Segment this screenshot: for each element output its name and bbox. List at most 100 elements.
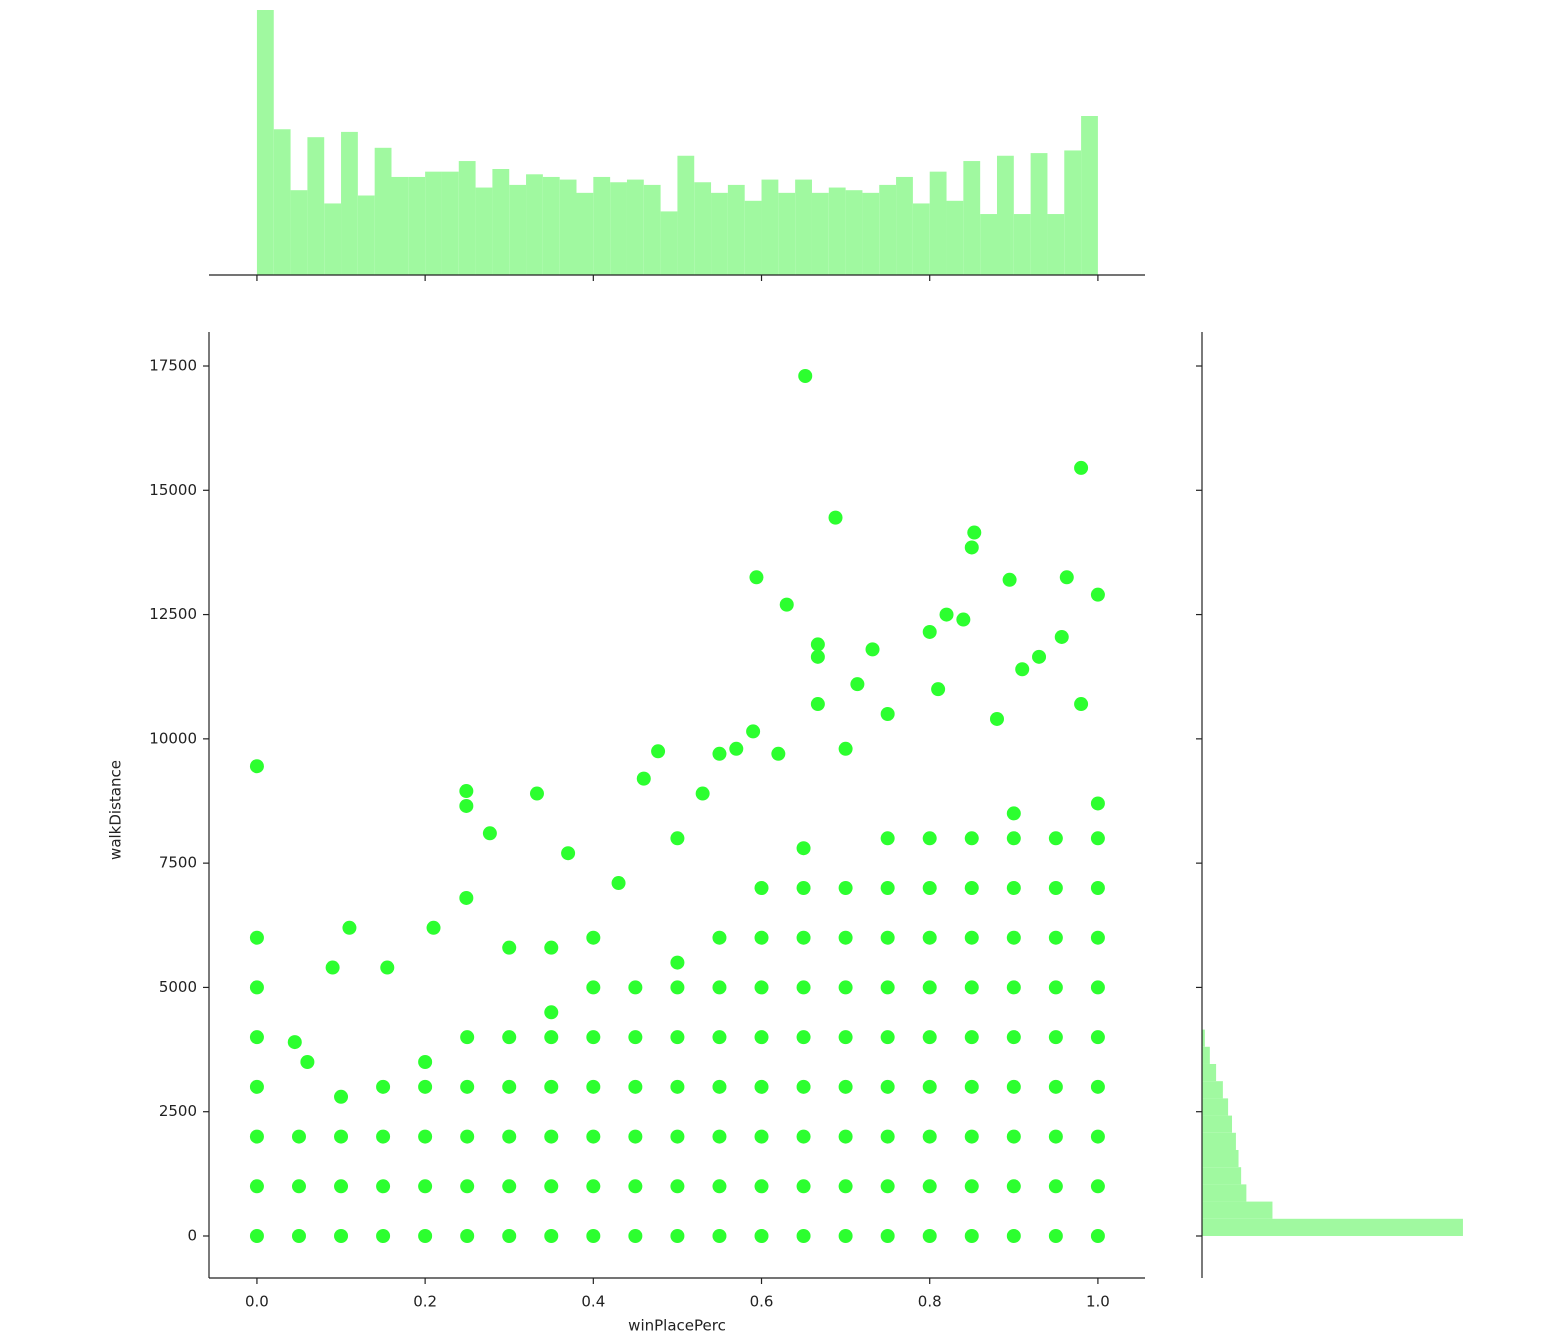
scatter-point xyxy=(922,930,937,945)
scatter-point xyxy=(796,930,811,945)
scatter-point xyxy=(838,1179,853,1194)
scatter-point xyxy=(964,930,979,945)
hist-bar xyxy=(980,214,997,275)
scatter-point xyxy=(249,930,264,945)
scatter-point xyxy=(931,682,946,697)
scatter-point xyxy=(922,1079,937,1094)
hist-bar xyxy=(526,174,543,275)
hist-bar xyxy=(290,190,308,275)
hist-bar xyxy=(1081,116,1098,275)
scatter-point xyxy=(334,1179,349,1194)
scatter-point xyxy=(880,1079,895,1094)
scatter-point xyxy=(586,1129,601,1144)
scatter-point xyxy=(300,1054,315,1069)
scatter-point xyxy=(1006,1030,1021,1045)
hist-bar xyxy=(1202,1029,1205,1047)
scatter-point xyxy=(712,1079,727,1094)
scatter-point xyxy=(1006,980,1021,995)
scatter-point xyxy=(670,1179,685,1194)
hist-bar xyxy=(660,211,678,275)
hist-bar xyxy=(727,184,745,275)
y-tick-label: 7500 xyxy=(159,854,197,872)
scatter-point xyxy=(636,771,651,786)
hist-bar xyxy=(1030,153,1048,275)
scatter-point xyxy=(964,1030,979,1045)
scatter-point xyxy=(850,677,865,692)
scatter-point xyxy=(838,1030,853,1045)
hist-bar xyxy=(408,176,426,275)
scatter-point xyxy=(1090,930,1105,945)
scatter-point xyxy=(712,1030,727,1045)
scatter-point xyxy=(880,980,895,995)
scatter-point xyxy=(796,1129,811,1144)
hist-bar xyxy=(357,195,375,275)
scatter-point xyxy=(880,706,895,721)
scatter-point xyxy=(459,890,474,905)
scatter-point xyxy=(922,831,937,846)
scatter-point xyxy=(922,880,937,895)
x-tick-label: 0.2 xyxy=(413,1293,437,1311)
scatter-point xyxy=(712,930,727,945)
scatter-point xyxy=(459,784,474,799)
scatter-point xyxy=(628,980,643,995)
scatter-point xyxy=(754,1030,769,1045)
scatter-point xyxy=(1006,806,1021,821)
scatter-point xyxy=(418,1228,433,1243)
scatter-point xyxy=(544,940,559,955)
scatter-point xyxy=(249,980,264,995)
scatter-point xyxy=(1090,1179,1105,1194)
x-tick-label: 0.0 xyxy=(245,1293,269,1311)
scatter-point xyxy=(376,1129,391,1144)
scatter-point xyxy=(544,1005,559,1020)
scatter-point xyxy=(502,1030,517,1045)
scatter-point xyxy=(460,1228,475,1243)
scatter-point xyxy=(964,540,979,555)
hist-bar xyxy=(694,182,712,275)
y-tick-label: 5000 xyxy=(159,978,197,996)
y-tick-label: 12500 xyxy=(149,605,197,623)
scatter-point xyxy=(502,940,517,955)
scatter-point xyxy=(754,1228,769,1243)
scatter-point xyxy=(922,624,937,639)
scatter-point xyxy=(1002,572,1017,587)
scatter-point xyxy=(695,786,710,801)
hist-bar xyxy=(1202,1149,1239,1168)
hist-bar xyxy=(761,179,779,275)
hist-bar xyxy=(1064,150,1082,275)
scatter-point xyxy=(376,1179,391,1194)
scatter-point xyxy=(459,798,474,813)
scatter-point xyxy=(956,612,971,627)
y-tick-label: 10000 xyxy=(149,729,197,747)
x-axis-label: winPlacePerc xyxy=(628,1317,726,1332)
scatter-point xyxy=(922,1129,937,1144)
hist-bar xyxy=(1013,214,1031,275)
scatter-point xyxy=(249,1030,264,1045)
x-tick-label: 0.6 xyxy=(750,1293,774,1311)
scatter-point xyxy=(754,880,769,895)
scatter-point xyxy=(1006,831,1021,846)
scatter-point xyxy=(967,525,982,540)
hist-bar xyxy=(845,190,863,275)
scatter-point xyxy=(249,759,264,774)
hist-bar xyxy=(1202,1046,1210,1064)
scatter-point xyxy=(922,1179,937,1194)
hist-bar xyxy=(593,176,611,275)
hist-bar xyxy=(1202,1218,1463,1236)
hist-bar xyxy=(425,171,442,275)
scatter-point xyxy=(1090,796,1105,811)
hist-bar xyxy=(946,200,964,275)
y-tick-label: 0 xyxy=(187,1226,197,1244)
scatter-point xyxy=(418,1179,433,1194)
scatter-point xyxy=(754,1129,769,1144)
scatter-point xyxy=(1048,980,1063,995)
y-tick-label: 17500 xyxy=(149,357,197,375)
hist-bar xyxy=(509,184,527,275)
scatter-point xyxy=(754,1179,769,1194)
scatter-point xyxy=(1048,880,1063,895)
scatter-point xyxy=(334,1129,349,1144)
scatter-point xyxy=(586,1079,601,1094)
hist-bar xyxy=(1047,214,1065,275)
scatter-point xyxy=(586,1228,601,1243)
scatter-point xyxy=(628,1079,643,1094)
